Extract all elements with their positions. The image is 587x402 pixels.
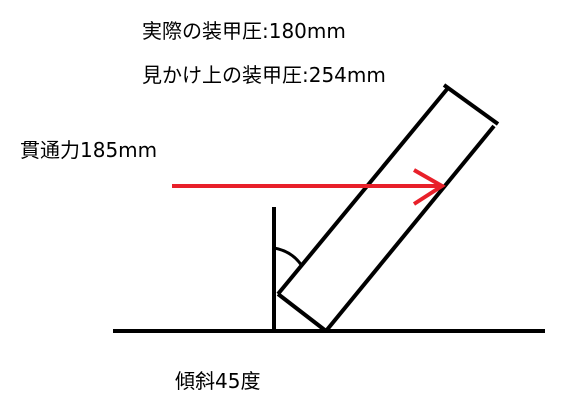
penetration-arrow-head	[412, 168, 446, 206]
angle-arc	[273, 246, 304, 267]
armor-plate-lower-face	[324, 124, 496, 333]
armor-plate-bottom-edge	[276, 292, 328, 333]
slope-angle-label: 傾斜45度	[175, 369, 260, 393]
actual-armor-label: 実際の装甲圧:180mm	[142, 19, 346, 43]
apparent-armor-label: 見かけ上の装甲圧:254mm	[142, 63, 386, 87]
armor-plate-top-edge	[442, 83, 500, 126]
sloped-armor-plate	[276, 83, 500, 333]
armor-plate-upper-face	[276, 86, 450, 296]
penetration-label: 貫通力185mm	[20, 138, 157, 162]
penetration-arrow	[172, 168, 446, 206]
